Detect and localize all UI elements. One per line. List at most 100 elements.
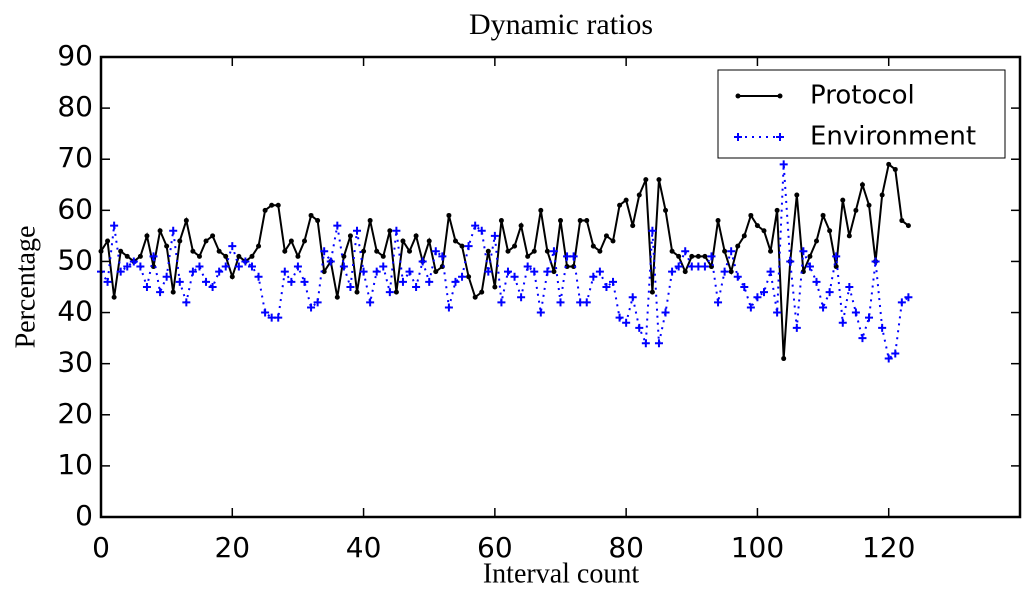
data-point xyxy=(380,253,386,259)
data-point xyxy=(733,272,742,281)
data-point xyxy=(254,272,263,281)
data-point xyxy=(558,218,563,224)
data-point xyxy=(110,221,119,230)
data-point xyxy=(768,248,774,254)
data-point xyxy=(663,207,669,213)
data-point xyxy=(118,248,124,254)
data-point xyxy=(162,272,171,281)
data-point xyxy=(366,298,375,307)
data-point xyxy=(781,356,787,362)
data-point xyxy=(899,218,905,224)
legend-marker xyxy=(776,133,784,141)
data-point xyxy=(321,269,327,275)
data-point xyxy=(477,226,486,235)
data-point xyxy=(727,247,736,256)
x-tick-label: 80 xyxy=(608,531,644,564)
data-point xyxy=(879,192,885,198)
data-point xyxy=(261,308,270,317)
data-point xyxy=(615,313,624,322)
y-tick-label: 60 xyxy=(57,192,93,225)
data-point xyxy=(668,267,677,276)
data-point xyxy=(275,202,281,208)
data-point xyxy=(149,252,158,261)
data-point xyxy=(636,192,642,198)
data-point xyxy=(648,226,657,235)
data-point xyxy=(234,262,243,271)
data-point xyxy=(656,177,662,183)
data-point xyxy=(517,293,526,302)
data-point xyxy=(359,267,368,276)
data-point xyxy=(714,298,723,307)
data-point xyxy=(137,253,143,259)
data-point xyxy=(905,223,911,229)
data-point xyxy=(643,177,649,183)
data-point xyxy=(590,243,596,249)
data-point xyxy=(754,223,760,229)
data-point xyxy=(208,283,217,291)
data-point xyxy=(859,182,865,188)
data-point xyxy=(807,253,813,259)
y-tick-label: 90 xyxy=(57,39,93,72)
data-point xyxy=(313,298,322,307)
data-point xyxy=(549,247,558,256)
data-point xyxy=(412,283,421,291)
data-point xyxy=(681,247,690,256)
data-point xyxy=(361,248,367,254)
data-point xyxy=(308,212,314,218)
data-point xyxy=(602,283,611,291)
y-axis-label: Percentage xyxy=(10,226,41,349)
data-point xyxy=(433,269,439,275)
data-point xyxy=(589,272,598,281)
data-point xyxy=(353,226,362,235)
data-point xyxy=(280,267,289,276)
y-tick-label: 0 xyxy=(75,499,93,532)
data-point xyxy=(700,262,709,271)
data-point xyxy=(169,226,178,235)
data-point xyxy=(175,277,184,286)
x-axis-label: Interval count xyxy=(483,558,639,589)
data-point xyxy=(129,257,138,266)
data-point xyxy=(530,267,539,276)
data-point xyxy=(466,274,472,280)
plot-frame xyxy=(99,55,1022,519)
data-point xyxy=(471,221,480,230)
data-point xyxy=(853,207,859,213)
data-point xyxy=(792,323,801,332)
y-tick-label: 40 xyxy=(57,295,93,328)
legend-label: Protocol xyxy=(810,81,915,111)
data-point xyxy=(661,308,670,317)
data-point xyxy=(728,269,734,275)
data-point xyxy=(628,293,637,302)
y-tick-label: 80 xyxy=(57,90,93,123)
data-point xyxy=(164,243,170,249)
data-point xyxy=(157,228,163,234)
data-point xyxy=(221,262,230,271)
data-point xyxy=(707,252,716,261)
data-point xyxy=(124,253,130,259)
data-point xyxy=(773,308,782,317)
data-point xyxy=(320,247,329,256)
data-point xyxy=(413,233,419,239)
data-point xyxy=(884,354,893,363)
data-point xyxy=(740,283,749,291)
data-point xyxy=(387,228,393,234)
data-point xyxy=(865,313,874,322)
data-point xyxy=(746,303,755,312)
data-point xyxy=(523,262,532,271)
data-point xyxy=(556,298,565,307)
data-point xyxy=(503,267,512,276)
data-point xyxy=(748,212,754,218)
data-point xyxy=(512,243,518,249)
data-point xyxy=(510,272,519,281)
data-point xyxy=(479,289,485,295)
legend: Protocol Environment xyxy=(717,69,1006,159)
data-point xyxy=(531,248,537,254)
data-point xyxy=(904,293,913,302)
data-point xyxy=(603,233,609,239)
data-point xyxy=(288,238,294,244)
data-point xyxy=(595,267,604,276)
data-point xyxy=(584,218,590,224)
legend-marker xyxy=(777,93,783,99)
y-tick-label: 70 xyxy=(57,141,93,174)
data-point xyxy=(379,262,388,271)
